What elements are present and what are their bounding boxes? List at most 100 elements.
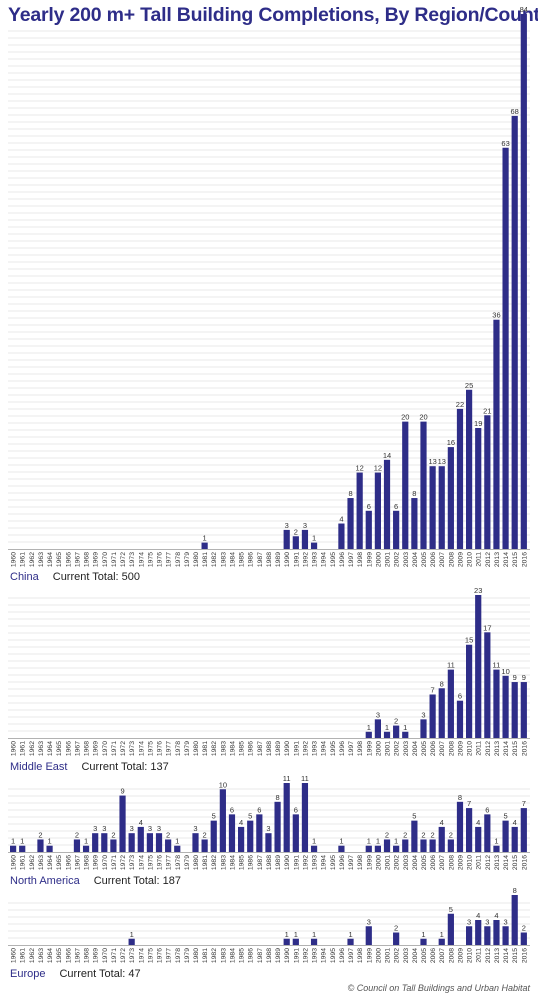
data-label: 4 (139, 818, 143, 827)
bar-2002 (393, 725, 400, 738)
year-tick-label: 1992 (302, 741, 309, 756)
data-label: 1 (376, 837, 380, 846)
year-tick-label: 1995 (330, 741, 337, 756)
year-tick-label: 1963 (38, 855, 45, 870)
year-tick-label: 1984 (229, 741, 236, 756)
data-label: 1 (367, 723, 371, 732)
year-tick-label: 1972 (120, 552, 127, 567)
data-label: 9 (522, 673, 526, 682)
year-tick-label: 1991 (293, 741, 300, 756)
bar-2009 (456, 700, 464, 738)
data-label: 2 (111, 830, 115, 839)
year-tick-label: 1992 (302, 552, 309, 567)
bar-1991 (292, 938, 299, 945)
year-tick-label: 2013 (494, 855, 501, 870)
data-label: 16 (447, 438, 455, 447)
data-label: 5 (449, 905, 453, 914)
current-total: Current Total: 137 (81, 761, 168, 773)
year-tick-label: 2008 (448, 741, 455, 756)
data-label: 36 (492, 311, 500, 320)
year-tick-label: 1985 (239, 948, 246, 963)
year-tick-label: 2000 (375, 855, 382, 870)
year-tick-label: 1986 (248, 552, 255, 567)
year-tick-label: 1960 (11, 855, 18, 870)
year-tick-label: 1999 (366, 552, 373, 567)
data-label: 4 (476, 911, 480, 920)
bar-1989 (274, 801, 281, 852)
bar-1973 (128, 938, 135, 945)
bar-2008 (447, 839, 454, 852)
data-label: 11 (493, 661, 501, 670)
data-label: 4 (513, 818, 517, 827)
year-tick-label: 1978 (175, 948, 182, 963)
bar-2000 (374, 845, 381, 852)
year-tick-label: 1989 (275, 741, 282, 756)
bar-1999 (365, 510, 372, 549)
year-tick-label: 1962 (29, 552, 36, 567)
year-tick-label: 1985 (239, 552, 246, 567)
year-tick-label: 1996 (339, 855, 346, 870)
data-label: 21 (483, 406, 491, 415)
current-total: Current Total: 47 (59, 968, 140, 980)
bar-2011 (475, 427, 482, 549)
bar-2001 (383, 731, 391, 738)
data-label: 12 (355, 464, 363, 473)
year-tick-label: 1992 (302, 948, 309, 963)
year-tick-label: 1976 (157, 855, 164, 870)
year-tick-label: 1966 (65, 552, 72, 567)
data-label: 1 (203, 534, 207, 543)
year-tick-label: 1971 (111, 948, 118, 963)
data-label: 2 (385, 830, 389, 839)
bar-2012 (484, 926, 491, 945)
year-tick-label: 1975 (147, 855, 154, 870)
data-label: 2 (431, 830, 435, 839)
bar-1999 (365, 926, 372, 945)
data-label: 19 (474, 419, 482, 428)
year-tick-label: 1990 (284, 741, 291, 756)
bar-1967 (73, 839, 81, 852)
data-label: 6 (394, 502, 398, 511)
data-label: 1 (403, 723, 407, 732)
bar-2006 (429, 466, 436, 549)
year-tick-label: 2010 (467, 741, 474, 756)
bar-2015 (511, 826, 518, 852)
data-label: 2 (403, 830, 407, 839)
bar-2015 (511, 115, 518, 550)
data-label: 3 (266, 824, 270, 833)
year-tick-label: 2015 (512, 552, 519, 567)
year-tick-label: 1967 (74, 552, 81, 567)
year-tick-label: 2000 (375, 948, 382, 963)
bar-2014 (502, 926, 509, 945)
data-label: 4 (339, 515, 343, 524)
year-tick-label: 2003 (403, 855, 410, 870)
year-tick-label: 1988 (266, 552, 273, 567)
bar-1991 (292, 536, 299, 549)
data-label: 3 (503, 917, 507, 926)
year-tick-label: 1976 (157, 948, 164, 963)
year-tick-label: 1964 (47, 552, 54, 567)
bar-1981 (201, 542, 208, 549)
year-tick-label: 1978 (175, 741, 182, 756)
data-label: 9 (513, 673, 517, 682)
bar-2012 (484, 814, 491, 852)
year-tick-label: 1983 (220, 948, 227, 963)
data-label: 10 (501, 667, 509, 676)
year-tick-label: 2012 (485, 741, 492, 756)
year-tick-label: 1982 (211, 552, 218, 567)
bar-2002 (393, 932, 400, 945)
year-tick-label: 2008 (448, 855, 455, 870)
data-label: 25 (465, 381, 473, 390)
panel-middle-east: 1960 1961 1962 1963 1964 1965 1966 1967 1968 1969… (8, 586, 530, 773)
year-tick-label: 1999 (366, 741, 373, 756)
year-tick-label: 2014 (503, 741, 510, 756)
year-tick-label: 2015 (512, 855, 519, 870)
data-label: 22 (456, 400, 464, 409)
year-tick-label: 1962 (29, 948, 36, 963)
year-tick-label: 1961 (20, 741, 27, 756)
bar-1984 (228, 814, 236, 852)
data-label: 8 (458, 793, 462, 802)
bar-2002 (393, 845, 400, 852)
panel-china: 1960 1961 1962 1963 1964 1965 1966 1967 1968 1969… (8, 5, 530, 583)
bar-1985 (238, 826, 245, 852)
year-tick-label: 1993 (312, 741, 319, 756)
